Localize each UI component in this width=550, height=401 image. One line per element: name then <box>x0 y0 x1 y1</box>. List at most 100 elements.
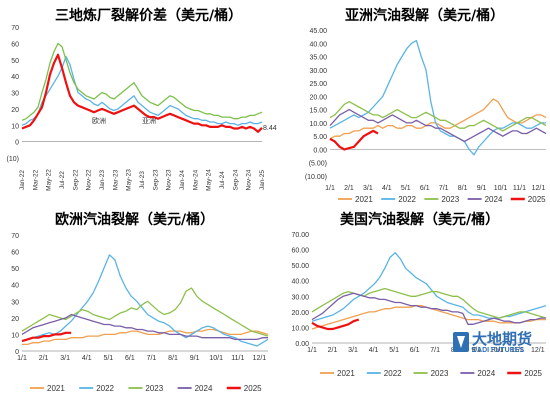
legend-label-2022: 2022 <box>398 195 416 204</box>
y-tick-label: 60 <box>11 250 19 257</box>
faint-legend-label: 亚洲 <box>142 117 156 125</box>
x-tick-label: 12/1 <box>531 347 545 354</box>
x-tick-label: 9/1 <box>471 347 481 354</box>
y-tick-label: (10.00) <box>305 174 327 181</box>
y-tick-label: 20.00 <box>291 310 309 317</box>
y-tick-label: 30.00 <box>309 68 327 75</box>
legend-label-2025: 2025 <box>244 384 262 393</box>
legend-label-2024: 2024 <box>485 195 503 204</box>
y-tick-label: 10.00 <box>309 121 327 128</box>
y-tick-label: 20 <box>11 107 19 114</box>
x-tick-label: 6/1 <box>125 355 135 362</box>
y-tick-label: 40 <box>11 283 19 290</box>
legend-label-2025: 2025 <box>528 195 546 204</box>
y-tick-label: 15.00 <box>309 108 327 115</box>
x-tick-label: Mar-23 <box>112 169 119 190</box>
x-tick-label: Jul-24 <box>219 171 226 189</box>
x-tick-label: Sep-23 <box>152 169 159 190</box>
series-line-2024 <box>311 292 546 325</box>
y-tick-label: 50 <box>11 266 19 273</box>
y-tick-label: 60.00 <box>291 248 309 255</box>
y-tick-label: 40.00 <box>309 41 327 48</box>
y-tick-label: 30.00 <box>291 294 309 301</box>
series-line-2025 <box>21 331 72 343</box>
x-tick-label: 2/1 <box>328 347 338 354</box>
x-tick-label: Jul-23 <box>139 171 146 189</box>
legend-label-2025: 2025 <box>524 369 542 378</box>
logo-name: 大地期货 <box>472 330 532 348</box>
x-tick-label: Jan-25 <box>259 170 266 190</box>
legend-label-2024: 2024 <box>477 369 495 378</box>
x-tick-label: May-22 <box>46 169 53 191</box>
y-tick-label: 10 <box>11 332 19 339</box>
x-tick-label: 3/1 <box>60 355 70 362</box>
brand-logo: 大地期货 DADI FUTURES <box>453 330 532 354</box>
x-tick-label: Sep-24 <box>232 169 239 190</box>
panel-europe-gasoline: 欧洲汽油裂解（美元/桶） 0 10 20 30 40 50 60 70 1/1 2/1 3/1 4/1… <box>11 211 269 393</box>
x-tick-label: 10/1 <box>490 347 504 354</box>
chart-title-europe-gasoline: 欧洲汽油裂解（美元/桶） <box>55 211 214 228</box>
panel-us-gasoline: 美国汽油裂解（美元/桶） 0.00 10.00 20.00 30.00 40.00 50.… <box>291 211 547 378</box>
series-line-2022 <box>21 254 269 347</box>
series-line-2021 <box>22 328 269 346</box>
x-tick-label: 5/1 <box>389 347 399 354</box>
series-line-2021 <box>329 98 547 140</box>
series-line-2022 <box>311 252 547 322</box>
chart-title-us-gasoline: 美国汽油裂解（美元/桶） <box>340 211 499 228</box>
legend-label-2023: 2023 <box>441 195 459 204</box>
x-tick-label: 3/1 <box>363 185 373 192</box>
y-tick-label: 20 <box>11 316 19 323</box>
y-tick-label: 70 <box>11 233 19 240</box>
x-tick-label: Nov-23 <box>166 169 173 190</box>
x-tick-label: 9/1 <box>190 355 200 362</box>
series-line-2 <box>21 53 263 133</box>
x-tick-label: 7/1 <box>147 355 157 362</box>
y-tick-label: (10) <box>7 156 19 163</box>
y-tick-label: 25.00 <box>309 81 327 88</box>
logo-subtitle: DADI FUTURES <box>472 347 524 354</box>
x-tick-label: 12/1 <box>253 355 267 362</box>
x-tick-label: Mar-24 <box>192 169 199 190</box>
y-tick-label: 35.00 <box>309 55 327 62</box>
x-tick-label: Mar-22 <box>32 169 39 190</box>
y-tick-label: 10.00 <box>291 325 309 332</box>
y-tick-label: 50 <box>11 58 19 65</box>
series-line-2023 <box>329 101 547 132</box>
last-value-label: 8.44 <box>263 125 277 132</box>
x-tick-label: 2/1 <box>39 355 49 362</box>
x-tick-label: 4/1 <box>382 185 392 192</box>
x-tick-label: 2/1 <box>344 185 354 192</box>
chart-title-refinery-margin: 三地炼厂裂解价差（美元/桶） <box>55 7 242 24</box>
x-tick-label: 6/1 <box>410 347 420 354</box>
y-tick-label: 30 <box>11 299 19 306</box>
x-tick-label: 11/1 <box>511 347 524 354</box>
y-tick-label: 0.00 <box>295 341 309 348</box>
x-tick-label: Sep-22 <box>72 169 79 190</box>
x-tick-label: 1/1 <box>307 347 317 354</box>
series-line-2023 <box>311 287 547 319</box>
x-tick-label: 10/1 <box>494 185 508 192</box>
series-line-2022 <box>329 39 546 156</box>
legend-label-2023: 2023 <box>145 384 163 393</box>
panel-refinery-margin: 三地炼厂裂解价差（美元/桶） (10) 0 10 20 30 40 50 60 70 Jan-22… <box>7 7 277 191</box>
y-tick-label: 0 <box>15 349 19 356</box>
y-tick-label: 50.00 <box>291 263 309 270</box>
x-tick-label: May-23 <box>126 169 133 191</box>
legend-label-2023: 2023 <box>431 369 449 378</box>
x-tick-label: 5/1 <box>103 355 113 362</box>
legend-label-2022: 2022 <box>96 384 114 393</box>
x-tick-label: 1/1 <box>17 355 27 362</box>
faint-legend-label: 欧洲 <box>92 116 106 125</box>
x-tick-label: 4/1 <box>369 347 379 354</box>
x-tick-label: 8/1 <box>168 355 178 362</box>
x-tick-label: 9/1 <box>477 185 487 192</box>
legend-label-2021: 2021 <box>337 369 355 378</box>
series-line-1 <box>21 42 263 121</box>
series-line-2024 <box>329 108 547 143</box>
x-tick-label: Jan-23 <box>99 170 106 190</box>
x-tick-label: May-24 <box>206 169 213 191</box>
y-tick-label: (5.00) <box>309 161 327 168</box>
x-tick-label: 11/1 <box>513 185 526 192</box>
legend-label-2021: 2021 <box>47 384 65 393</box>
